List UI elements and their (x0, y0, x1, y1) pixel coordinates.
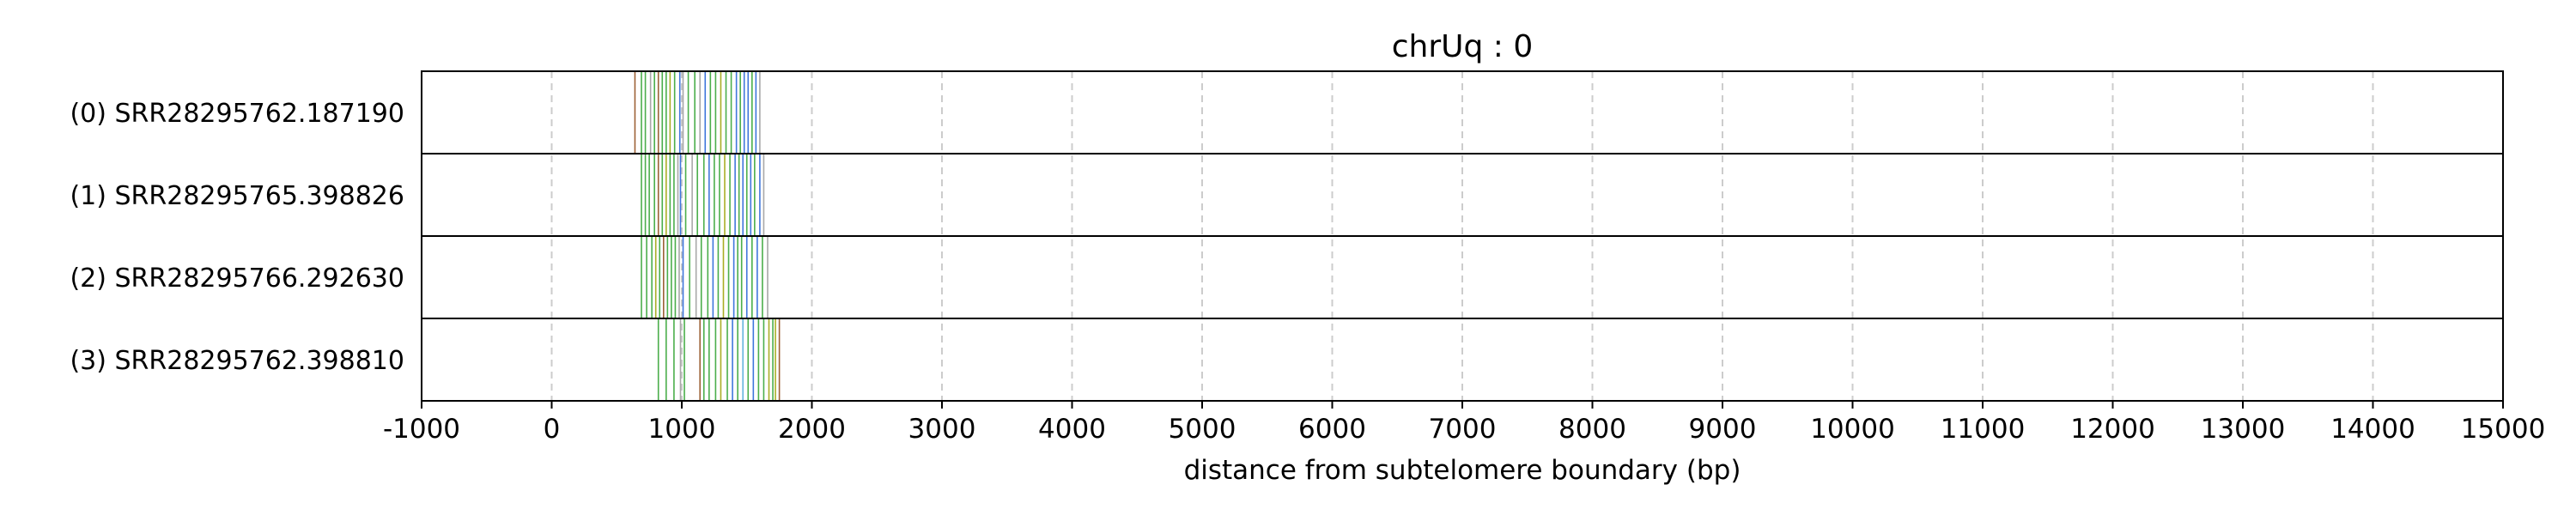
track-label: (3) SRR28295762.398810 (70, 346, 404, 376)
x-tick-label: 5000 (1169, 414, 1236, 445)
x-axis: -1000 0 1000 2000 3000 4000 5000 6000 7000 8000 90… (383, 401, 2545, 445)
x-tick-label: 12000 (2070, 414, 2155, 445)
x-tick-label: 3000 (908, 414, 976, 445)
x-tick-label: 14000 (2330, 414, 2415, 445)
x-tick-label: 6000 (1298, 414, 1366, 445)
read-marks (634, 72, 781, 400)
x-tick-label: 2000 (778, 414, 846, 445)
x-tick-label: 9000 (1689, 414, 1757, 445)
x-tick-label: 13000 (2201, 414, 2286, 445)
x-tick-label: 11000 (1941, 414, 2026, 445)
x-tick-label: 4000 (1038, 414, 1106, 445)
x-tick-label: -1000 (383, 414, 460, 445)
x-tick-label: 8000 (1558, 414, 1626, 445)
x-tick-label: 15000 (2461, 414, 2546, 445)
x-tick-label: 7000 (1429, 414, 1497, 445)
chart-title: chrUq : 0 (1392, 29, 1534, 64)
x-tick-label: 10000 (1810, 414, 1895, 445)
track-label: (0) SRR28295762.187190 (70, 99, 404, 129)
track-label: (1) SRR28295765.398826 (70, 181, 404, 211)
track-label: (2) SRR28295766.292630 (70, 264, 404, 294)
track-labels: (0) SRR28295762.187190 (1) SRR28295765.39… (70, 99, 404, 376)
x-axis-label: distance from subtelomere boundary (bp) (1184, 455, 1741, 486)
x-tick-label: 0 (544, 414, 561, 445)
x-tick-label: 1000 (648, 414, 716, 445)
